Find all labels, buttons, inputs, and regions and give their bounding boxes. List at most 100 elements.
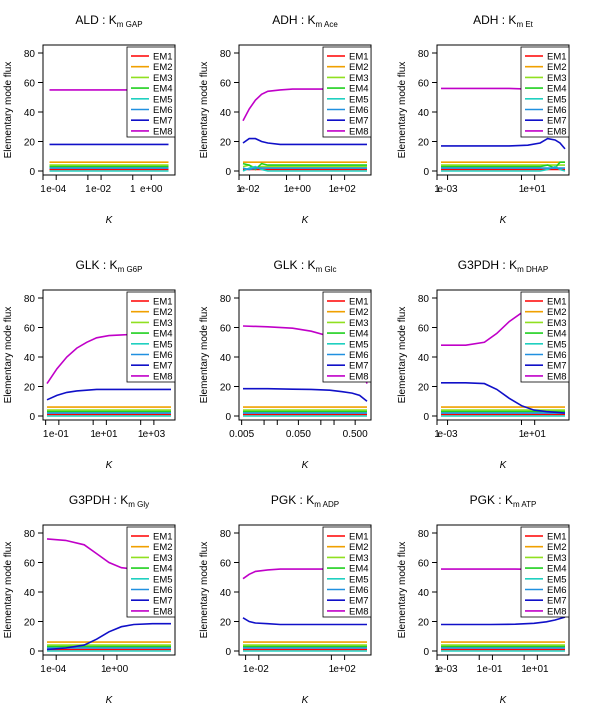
legend-label: EM7: [349, 596, 369, 607]
legend-label: EM2: [349, 307, 369, 318]
legend-label: EM4: [349, 329, 369, 340]
x-tick-label: e+00: [140, 184, 163, 195]
series-line-em5: [242, 165, 367, 172]
series-line-em7: [242, 617, 367, 626]
legend-label: EM2: [349, 542, 369, 553]
y-tick-label: 0: [29, 412, 35, 423]
y-tick-label: 20: [220, 618, 232, 629]
y-tick-label: 0: [423, 167, 429, 178]
legend-label: EM5: [349, 94, 369, 105]
x-tick-label: e+01: [526, 664, 549, 675]
panel-title-subscript: m DHAP: [517, 265, 548, 274]
legend-label: EM8: [349, 371, 369, 382]
y-axis-label: Elementary mode flux: [397, 307, 408, 404]
series-line-em7: [46, 622, 171, 651]
panel-title: PGK : Km ATP: [470, 493, 537, 509]
series-line-em7: [242, 137, 367, 146]
legend-box: [126, 291, 176, 383]
panel-title-subscript: m G6P: [118, 265, 143, 274]
x-tick-label: 1: [243, 664, 249, 675]
panel-title-subscript: m ADP: [314, 500, 339, 509]
legend-label: EM2: [547, 307, 567, 318]
legend-label: EM3: [153, 73, 173, 84]
legend-label: EM3: [547, 553, 567, 564]
x-tick-label: 1: [101, 664, 107, 675]
x-tick-label: 1: [434, 429, 440, 440]
y-tick-label: 80: [24, 529, 36, 540]
y-tick-label: 0: [29, 167, 35, 178]
legend-label: EM5: [153, 574, 173, 585]
x-axis-label: K: [302, 215, 310, 226]
legend-label: EM8: [547, 606, 567, 617]
y-tick-label: 60: [418, 79, 430, 90]
y-axis-label: Elementary mode flux: [199, 307, 210, 404]
y-axis-label: Elementary mode flux: [3, 542, 14, 639]
x-axis-label: K: [500, 695, 508, 706]
legend-box: [520, 526, 570, 618]
legend-label: EM3: [349, 553, 369, 564]
legend-label: EM1: [547, 532, 567, 543]
panel-6: G3PDH : Km DHAP 0 20 40 60 80 Elementary mode …: [397, 258, 570, 471]
x-tick-label: 1: [519, 184, 525, 195]
x-tick-label: e-03: [438, 184, 458, 195]
y-axis-label: Elementary mode flux: [3, 62, 14, 159]
legend-label: EM6: [547, 585, 567, 596]
legend-label: EM7: [547, 116, 567, 127]
x-tick-label: e-01: [482, 664, 502, 675]
y-tick-label: 20: [220, 383, 232, 394]
legend-label: EM2: [349, 62, 369, 73]
x-tick-label: e-01: [49, 429, 69, 440]
legend-label: EM4: [153, 329, 173, 340]
x-tick-label: e-02: [240, 184, 260, 195]
panel-title: GLK : Km Glc: [274, 258, 337, 274]
panel-title: GLK : Km G6P: [76, 258, 143, 274]
x-tick-label: e-04: [46, 664, 66, 675]
y-tick-label: 0: [225, 412, 231, 423]
x-tick-label: 1: [519, 429, 525, 440]
legend-label: EM5: [547, 94, 567, 105]
series-line-em7: [441, 137, 566, 150]
panel-title: ADH : Km Ace: [272, 13, 338, 29]
legend-box: [520, 291, 570, 383]
panel-title-main: ADH : K: [473, 13, 516, 27]
x-tick-label: e+01: [523, 184, 546, 195]
x-tick-label: 0.005: [229, 429, 254, 440]
panel-title-main: GLK : K: [76, 258, 118, 272]
panel-title-subscript: m GAP: [117, 20, 143, 29]
panel-title-subscript: m Glc: [316, 265, 337, 274]
panel-title-subscript: m ATP: [513, 500, 536, 509]
legend-label: EM4: [547, 564, 567, 575]
legend-box: [322, 291, 372, 383]
series-line-em7: [243, 387, 368, 402]
panel-3: ADH : Km Et 0 20 40 60 80 Elementary mode flux…: [397, 13, 570, 226]
y-tick-label: 40: [24, 353, 36, 364]
legend-label: EM2: [153, 542, 173, 553]
x-axis-label: K: [106, 460, 114, 471]
x-tick-label: 1: [284, 184, 290, 195]
y-tick-label: 60: [24, 559, 36, 570]
y-tick-label: 60: [220, 559, 232, 570]
y-axis-label: Elementary mode flux: [199, 62, 210, 159]
y-tick-label: 0: [423, 412, 429, 423]
legend-label: EM1: [349, 297, 369, 308]
x-axis-label: K: [500, 215, 508, 226]
legend-label: EM6: [349, 585, 369, 596]
x-tick-label: 1: [40, 664, 46, 675]
legend-label: EM7: [349, 116, 369, 127]
legend-label: EM5: [349, 339, 369, 350]
y-tick-label: 80: [24, 294, 36, 305]
panel-title-subscript: m Et: [516, 20, 533, 29]
x-tick-label: 1: [236, 184, 242, 195]
series-line-em7: [441, 616, 566, 626]
y-tick-label: 20: [418, 383, 430, 394]
y-tick-label: 40: [418, 108, 430, 119]
legend-label: EM7: [547, 596, 567, 607]
legend-label: EM1: [547, 52, 567, 63]
panel-title-main: PGK : K: [470, 493, 513, 507]
x-tick-label: e-03: [438, 664, 458, 675]
x-tick-label: 1: [329, 184, 335, 195]
y-tick-label: 40: [24, 588, 36, 599]
legend-label: EM1: [349, 52, 369, 63]
legend-label: EM4: [547, 329, 567, 340]
